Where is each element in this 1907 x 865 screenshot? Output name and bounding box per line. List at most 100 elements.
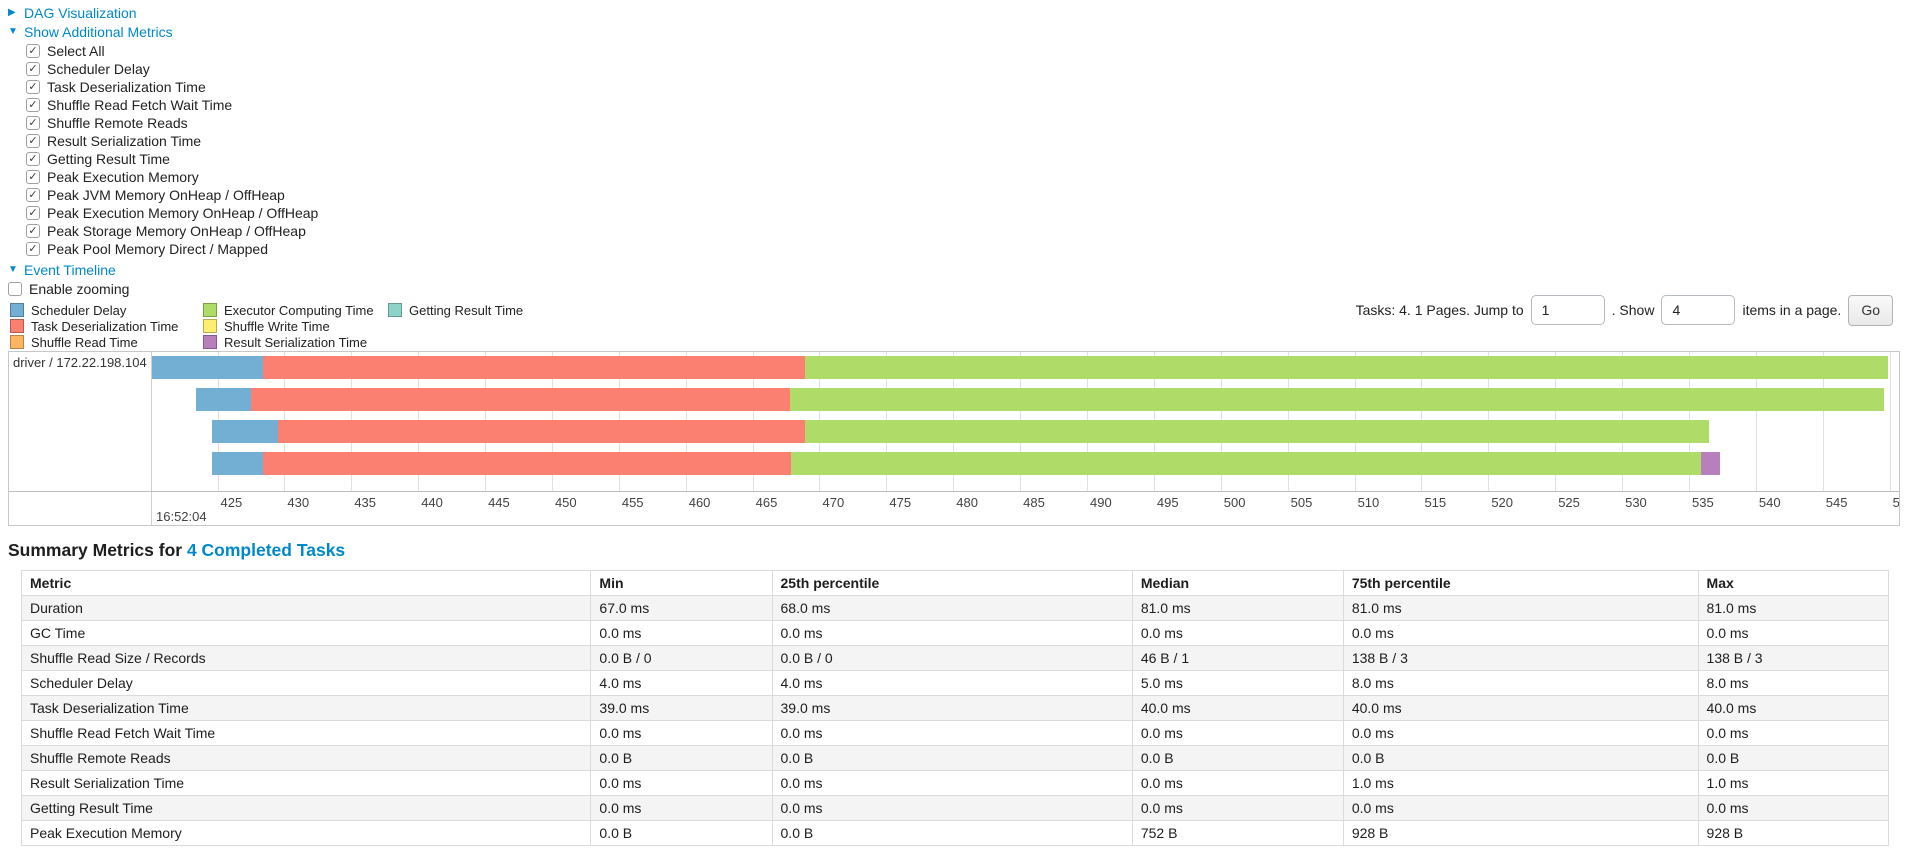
axis-tick-label: 430 [287,495,310,510]
axis-tick-label: 450 [554,495,577,510]
metric-checkbox-row[interactable]: Peak Execution Memory OnHeap / OffHeap [26,204,318,222]
table-cell: 0.0 ms [771,795,1133,821]
table-cell: 928 B [1342,820,1699,846]
axis-tick-label: 440 [421,495,443,510]
items-per-page-input[interactable] [1661,295,1736,325]
timeline-axis: 16:52:04 425 430 435 440 445 450 455 460 465 470 4… [152,492,1899,525]
task-bar-segment-scheduler-delay [212,420,278,443]
completed-tasks-link[interactable]: 4 Completed Tasks [186,540,346,560]
table-cell: 0.0 ms [1342,795,1699,821]
go-button[interactable]: Go [1848,294,1893,326]
table-cell: 0.0 ms [1131,720,1344,746]
event-timeline-link[interactable]: Event Timeline [24,262,116,278]
timeline-legend-column-2: Executor Computing Time Shuffle Write Tim… [203,302,374,350]
items-in-page-text: items in a page. [1742,302,1842,318]
metric-checkbox-row[interactable]: Peak JVM Memory OnHeap / OffHeap [26,186,318,204]
table-cell: 0.0 ms [1697,720,1890,746]
legend-color-swatch [10,319,24,333]
table-cell: 0.0 B / 0 [771,645,1133,671]
metric-checkbox-row[interactable]: Shuffle Read Fetch Wait Time [26,96,318,114]
show-additional-metrics-link[interactable]: Show Additional Metrics [24,24,173,40]
checkbox-label: Scheduler Delay [47,61,150,77]
column-header: 25th percentile [771,570,1133,596]
table-cell: 138 B / 3 [1342,645,1699,671]
summary-metrics-heading: Summary Metrics for 4 Completed Tasks [8,540,345,561]
chevron-down-icon: ▼ [8,264,18,275]
axis-tick-label: 505 [1290,495,1313,510]
metric-checkbox-row[interactable]: Scheduler Delay [26,60,318,78]
table-cell: 0.0 B [1131,745,1344,771]
table-cell: 8.0 ms [1697,670,1890,696]
axis-tick-label: 485 [1023,495,1045,510]
table-cell: 928 B [1697,820,1890,846]
legend-item: Shuffle Read Time [10,334,178,350]
show-additional-metrics-toggle[interactable]: ▼ Show Additional Metrics [8,23,173,41]
table-cell: 46 B / 1 [1131,645,1344,671]
checkbox-checked-icon[interactable] [26,116,40,130]
legend-item: Getting Result Time [388,302,523,318]
checkbox-checked-icon[interactable] [26,98,40,112]
table-cell: 4.0 ms [590,670,773,696]
legend-label: Result Serialization Time [224,334,368,350]
checkbox-checked-icon[interactable] [26,80,40,94]
legend-color-swatch [203,319,217,333]
checkbox-checked-icon[interactable] [26,44,40,58]
table-cell: 0.0 ms [771,720,1133,746]
checkbox-checked-icon[interactable] [26,62,40,76]
legend-item: Scheduler Delay [10,302,178,318]
tasks-count-text: Tasks: 4. 1 Pages. Jump to [1355,302,1524,318]
enable-zooming-row[interactable]: Enable zooming [8,280,129,298]
metric-checkbox-row[interactable]: Select All [26,42,318,60]
table-row: GC Time 0.0 ms 0.0 ms 0.0 ms 0.0 ms 0.0 ms [20,620,1890,646]
metric-checkbox-row[interactable]: Result Serialization Time [26,132,318,150]
gridline [1889,352,1891,491]
dag-visualization-toggle[interactable]: ▶ DAG Visualization [8,4,137,22]
table-cell: 0.0 ms [590,620,773,646]
legend-item: Shuffle Write Time [203,318,374,334]
task-bar-segment-task-deserialization [277,420,805,443]
table-cell: 0.0 ms [771,770,1133,796]
column-header: Metric [20,570,592,596]
axis-tick-label: 460 [688,495,711,510]
axis-tick-label: 525 [1558,495,1580,510]
table-cell: 0.0 ms [1697,795,1890,821]
table-cell: 0.0 ms [1342,720,1699,746]
checkbox-checked-icon[interactable] [26,188,40,202]
table-cell: 0.0 ms [590,795,773,821]
checkbox-checked-icon[interactable] [26,224,40,238]
checkbox-label: Select All [47,43,105,59]
metric-checkbox-row[interactable]: Shuffle Remote Reads [26,114,318,132]
enable-zooming-checkbox[interactable] [8,282,22,296]
table-cell: 67.0 ms [590,595,773,621]
metric-checkbox-row[interactable]: Peak Pool Memory Direct / Mapped [26,240,318,258]
table-cell: 0.0 ms [1131,795,1344,821]
timeline-plot-area [152,352,1899,491]
gridline [1822,352,1824,491]
event-timeline-toggle[interactable]: ▼ Event Timeline [8,261,116,279]
axis-tick-label: 455 [621,495,644,510]
dag-visualization-link[interactable]: DAG Visualization [24,5,137,21]
checkbox-checked-icon[interactable] [26,152,40,166]
checkbox-checked-icon[interactable] [26,206,40,220]
metric-checkbox-row[interactable]: Peak Storage Memory OnHeap / OffHeap [26,222,318,240]
metric-checkbox-row[interactable]: Task Deserialization Time [26,78,318,96]
checkbox-checked-icon[interactable] [26,170,40,184]
jump-to-page-input[interactable] [1530,295,1605,325]
metric-checkbox-row[interactable]: Getting Result Time [26,150,318,168]
table-cell: 39.0 ms [590,695,773,721]
axis-tick-label: 550 [1892,495,1899,510]
checkbox-checked-icon[interactable] [26,242,40,256]
table-cell: 0.0 ms [1131,770,1344,796]
axis-tick-label: 435 [354,495,377,510]
column-header: 75th percentile [1342,570,1699,596]
table-row: Result Serialization Time 0.0 ms 0.0 ms 0.0… [20,770,1890,796]
axis-tick-label: 425 [220,495,243,510]
table-cell: Result Serialization Time [20,770,592,796]
legend-label: Shuffle Write Time [224,318,330,334]
table-cell: 0.0 B [1697,745,1890,771]
table-row: Peak Execution Memory 0.0 B 0.0 B 752 B 928 … [20,820,1890,846]
task-bar-segment-task-deserialization [250,388,791,411]
checkbox-checked-icon[interactable] [26,134,40,148]
axis-tick-label: 540 [1758,495,1781,510]
metric-checkbox-row[interactable]: Peak Execution Memory [26,168,318,186]
